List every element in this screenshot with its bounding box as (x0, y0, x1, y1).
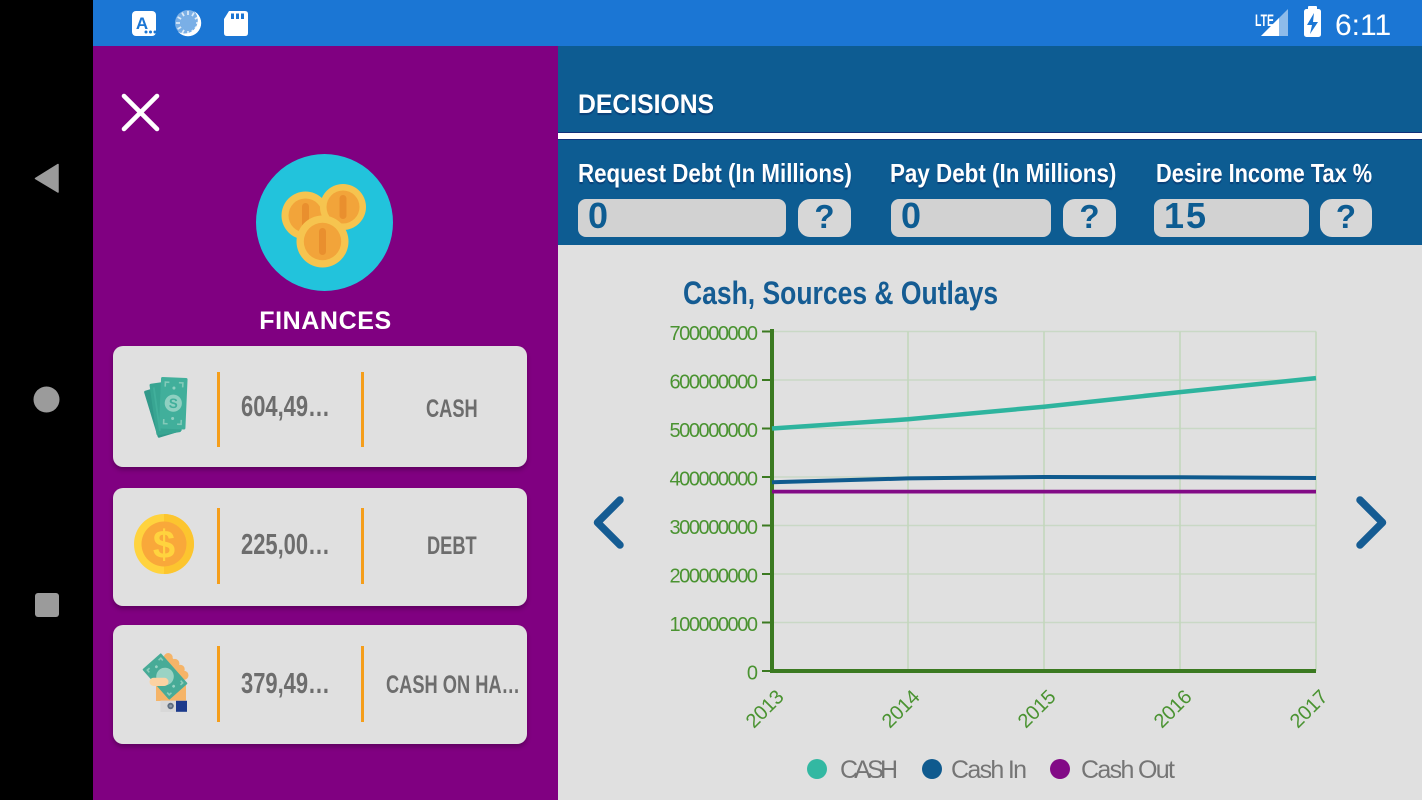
svg-text:Cash In: Cash In (951, 756, 1027, 784)
svg-text:2016: 2016 (1150, 686, 1197, 733)
svg-text:300000000: 300000000 (670, 517, 759, 539)
svg-text:2013: 2013 (742, 686, 789, 733)
svg-text:CASH: CASH (840, 756, 898, 784)
svg-text:Cash Out: Cash Out (1081, 756, 1175, 784)
svg-text:600000000: 600000000 (670, 372, 759, 394)
svg-text:500000000: 500000000 (670, 420, 759, 442)
svg-text:200000000: 200000000 (670, 566, 759, 588)
svg-text:2017: 2017 (1286, 686, 1333, 733)
svg-text:LTE: LTE (1255, 11, 1274, 30)
svg-text:400000000: 400000000 (670, 469, 759, 491)
svg-text:2014: 2014 (878, 686, 925, 733)
svg-text:700000000: 700000000 (670, 323, 759, 345)
svg-text:100000000: 100000000 (670, 614, 759, 636)
svg-text:S: S (168, 396, 178, 411)
svg-text:A: A (136, 14, 148, 33)
svg-text:0: 0 (747, 663, 758, 685)
svg-text:2015: 2015 (1014, 686, 1061, 733)
svg-text:$: $ (153, 523, 175, 567)
